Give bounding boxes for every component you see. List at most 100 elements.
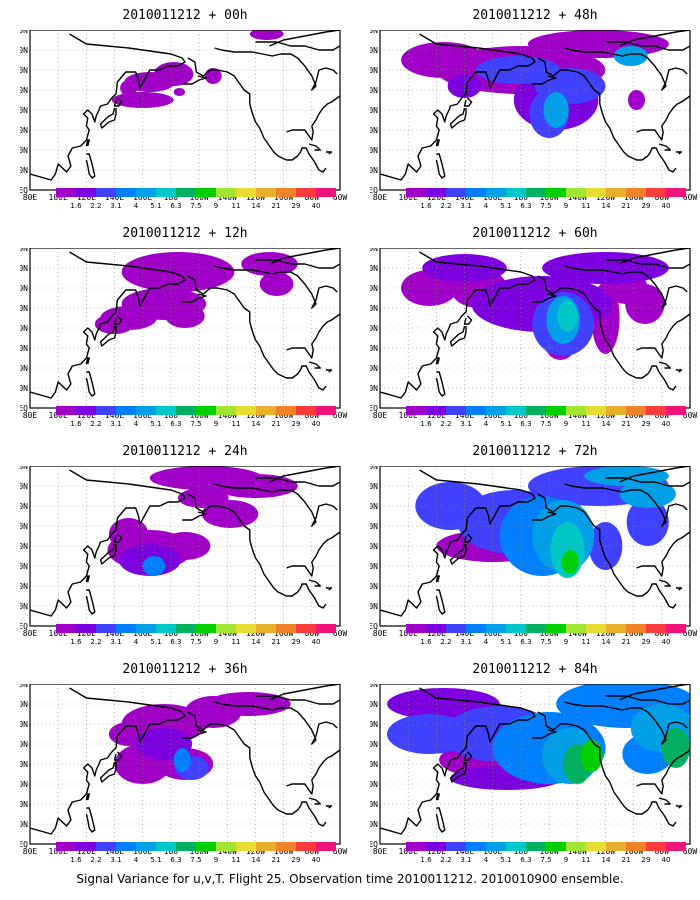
- colorbar-label: 5.1: [150, 420, 161, 428]
- coastline: [286, 313, 340, 359]
- map-panel-48h: 2010011212 + 48h EQ 10N 20N 30N 40N 50N 60N 70N 8…: [370, 8, 700, 216]
- colorbar-label: 14: [602, 202, 611, 210]
- map-panel-36h: 2010011212 + 36h EQ 10N 20N 30N 40N 50N 60N 70N 8…: [20, 662, 350, 870]
- colorbar-label: 6.3: [520, 420, 531, 428]
- lat-label: EQ: [370, 404, 378, 413]
- colorbar-swatch: [486, 406, 506, 415]
- lon-label: 140E: [105, 629, 124, 638]
- colorbar-swatch: [446, 842, 466, 851]
- colorbar-swatch: [606, 188, 626, 197]
- lon-label: 100W: [274, 847, 293, 856]
- colorbar-swatch: [276, 624, 296, 633]
- lat-label: 50N: [20, 522, 28, 531]
- lon-label: 160E: [133, 629, 152, 638]
- lat-label: 60N: [20, 284, 28, 293]
- coastline: [537, 493, 677, 609]
- lon-label: 80E: [23, 629, 38, 638]
- coastline: [99, 325, 117, 347]
- colorbar-swatch: [316, 188, 336, 197]
- colorbar-swatch: [116, 406, 136, 415]
- colorbar-label: 2.2: [440, 856, 451, 864]
- coastline: [85, 371, 96, 397]
- colorbar-swatch: [216, 406, 236, 415]
- colorbar-swatch: [526, 188, 546, 197]
- colorbar-label: 29: [642, 420, 651, 428]
- colorbar-label: 6.3: [170, 856, 181, 864]
- lat-label: EQ: [370, 186, 378, 195]
- lon-label: 60W: [683, 411, 698, 420]
- lat-label: 40N: [20, 324, 28, 333]
- coastline: [325, 151, 333, 155]
- lat-label: 30N: [20, 344, 28, 353]
- lon-label: 80W: [655, 629, 670, 638]
- coastline: [636, 531, 690, 577]
- colorbar-label: 14: [602, 638, 611, 646]
- colorbar-swatch: [256, 188, 276, 197]
- colorbar-label: 40: [662, 420, 671, 428]
- coastline: [435, 807, 446, 833]
- colorbar-label: 4: [484, 202, 489, 210]
- colorbar-swatch: [526, 842, 546, 851]
- colorbar-swatch: [446, 188, 466, 197]
- lon-label: 160E: [133, 411, 152, 420]
- colorbar-swatch: [216, 624, 236, 633]
- colorbar-swatch: [566, 842, 586, 851]
- coastline: [85, 575, 90, 583]
- colorbar-label: 1.6: [420, 420, 432, 428]
- coastline: [85, 153, 96, 179]
- lon-label: 120E: [427, 629, 446, 638]
- colorbar-swatch: [216, 188, 236, 197]
- colorbar-label: 21: [272, 420, 281, 428]
- colorbar-label: 7.5: [540, 856, 551, 864]
- lat-label: 40N: [370, 106, 378, 115]
- colorbar-label: 3.1: [460, 856, 471, 864]
- colorbar-swatch: [506, 406, 526, 415]
- lat-label: 30N: [20, 562, 28, 571]
- coastline: [532, 511, 557, 521]
- coastline: [325, 805, 333, 809]
- colorbar-swatch: [426, 406, 446, 415]
- lon-label: 80E: [373, 193, 388, 202]
- lat-label: 10N: [370, 166, 378, 175]
- lat-label: 50N: [370, 304, 378, 313]
- colorbar-label: 4: [484, 638, 489, 646]
- variance-contour: [173, 748, 191, 772]
- coastline: [214, 701, 338, 745]
- coastline: [99, 107, 117, 129]
- lon-label: 140W: [568, 193, 587, 202]
- lat-label: 50N: [370, 86, 378, 95]
- lat-label: 70N: [20, 264, 28, 273]
- colorbar-label: 7.5: [190, 638, 201, 646]
- lat-label: 60N: [370, 502, 378, 511]
- lat-label: 30N: [370, 126, 378, 135]
- panel-title: 2010011212 + 60h: [472, 226, 598, 241]
- colorbar-swatch: [486, 624, 506, 633]
- coastline: [255, 695, 340, 705]
- colorbar-swatch: [406, 624, 426, 633]
- colorbar-swatch: [666, 624, 686, 633]
- coastline: [564, 701, 688, 745]
- lat-label: EQ: [20, 404, 28, 413]
- lon-label: 160W: [539, 411, 558, 420]
- colorbar-label: 11: [232, 856, 241, 864]
- colorbar-label: 2.2: [440, 202, 451, 210]
- colorbar-label: 40: [312, 202, 321, 210]
- colorbar-swatch: [426, 624, 446, 633]
- colorbar-swatch: [116, 842, 136, 851]
- colorbar-label: 11: [582, 856, 591, 864]
- colorbar-swatch: [406, 406, 426, 415]
- lon-label: 100W: [274, 411, 293, 420]
- lon-label: 120W: [246, 629, 265, 638]
- lon-label: 60W: [333, 411, 348, 420]
- colorbar-swatch: [276, 842, 296, 851]
- colorbar-label: 40: [312, 638, 321, 646]
- colorbar-swatch: [586, 624, 606, 633]
- coastline: [605, 41, 690, 51]
- coastline: [85, 589, 96, 615]
- colorbar-swatch: [506, 624, 526, 633]
- colorbar-label: 2.2: [90, 420, 101, 428]
- colorbar-label: 6.3: [170, 202, 181, 210]
- coastline: [380, 33, 536, 181]
- coastline: [308, 797, 321, 805]
- lat-label: 60N: [20, 66, 28, 75]
